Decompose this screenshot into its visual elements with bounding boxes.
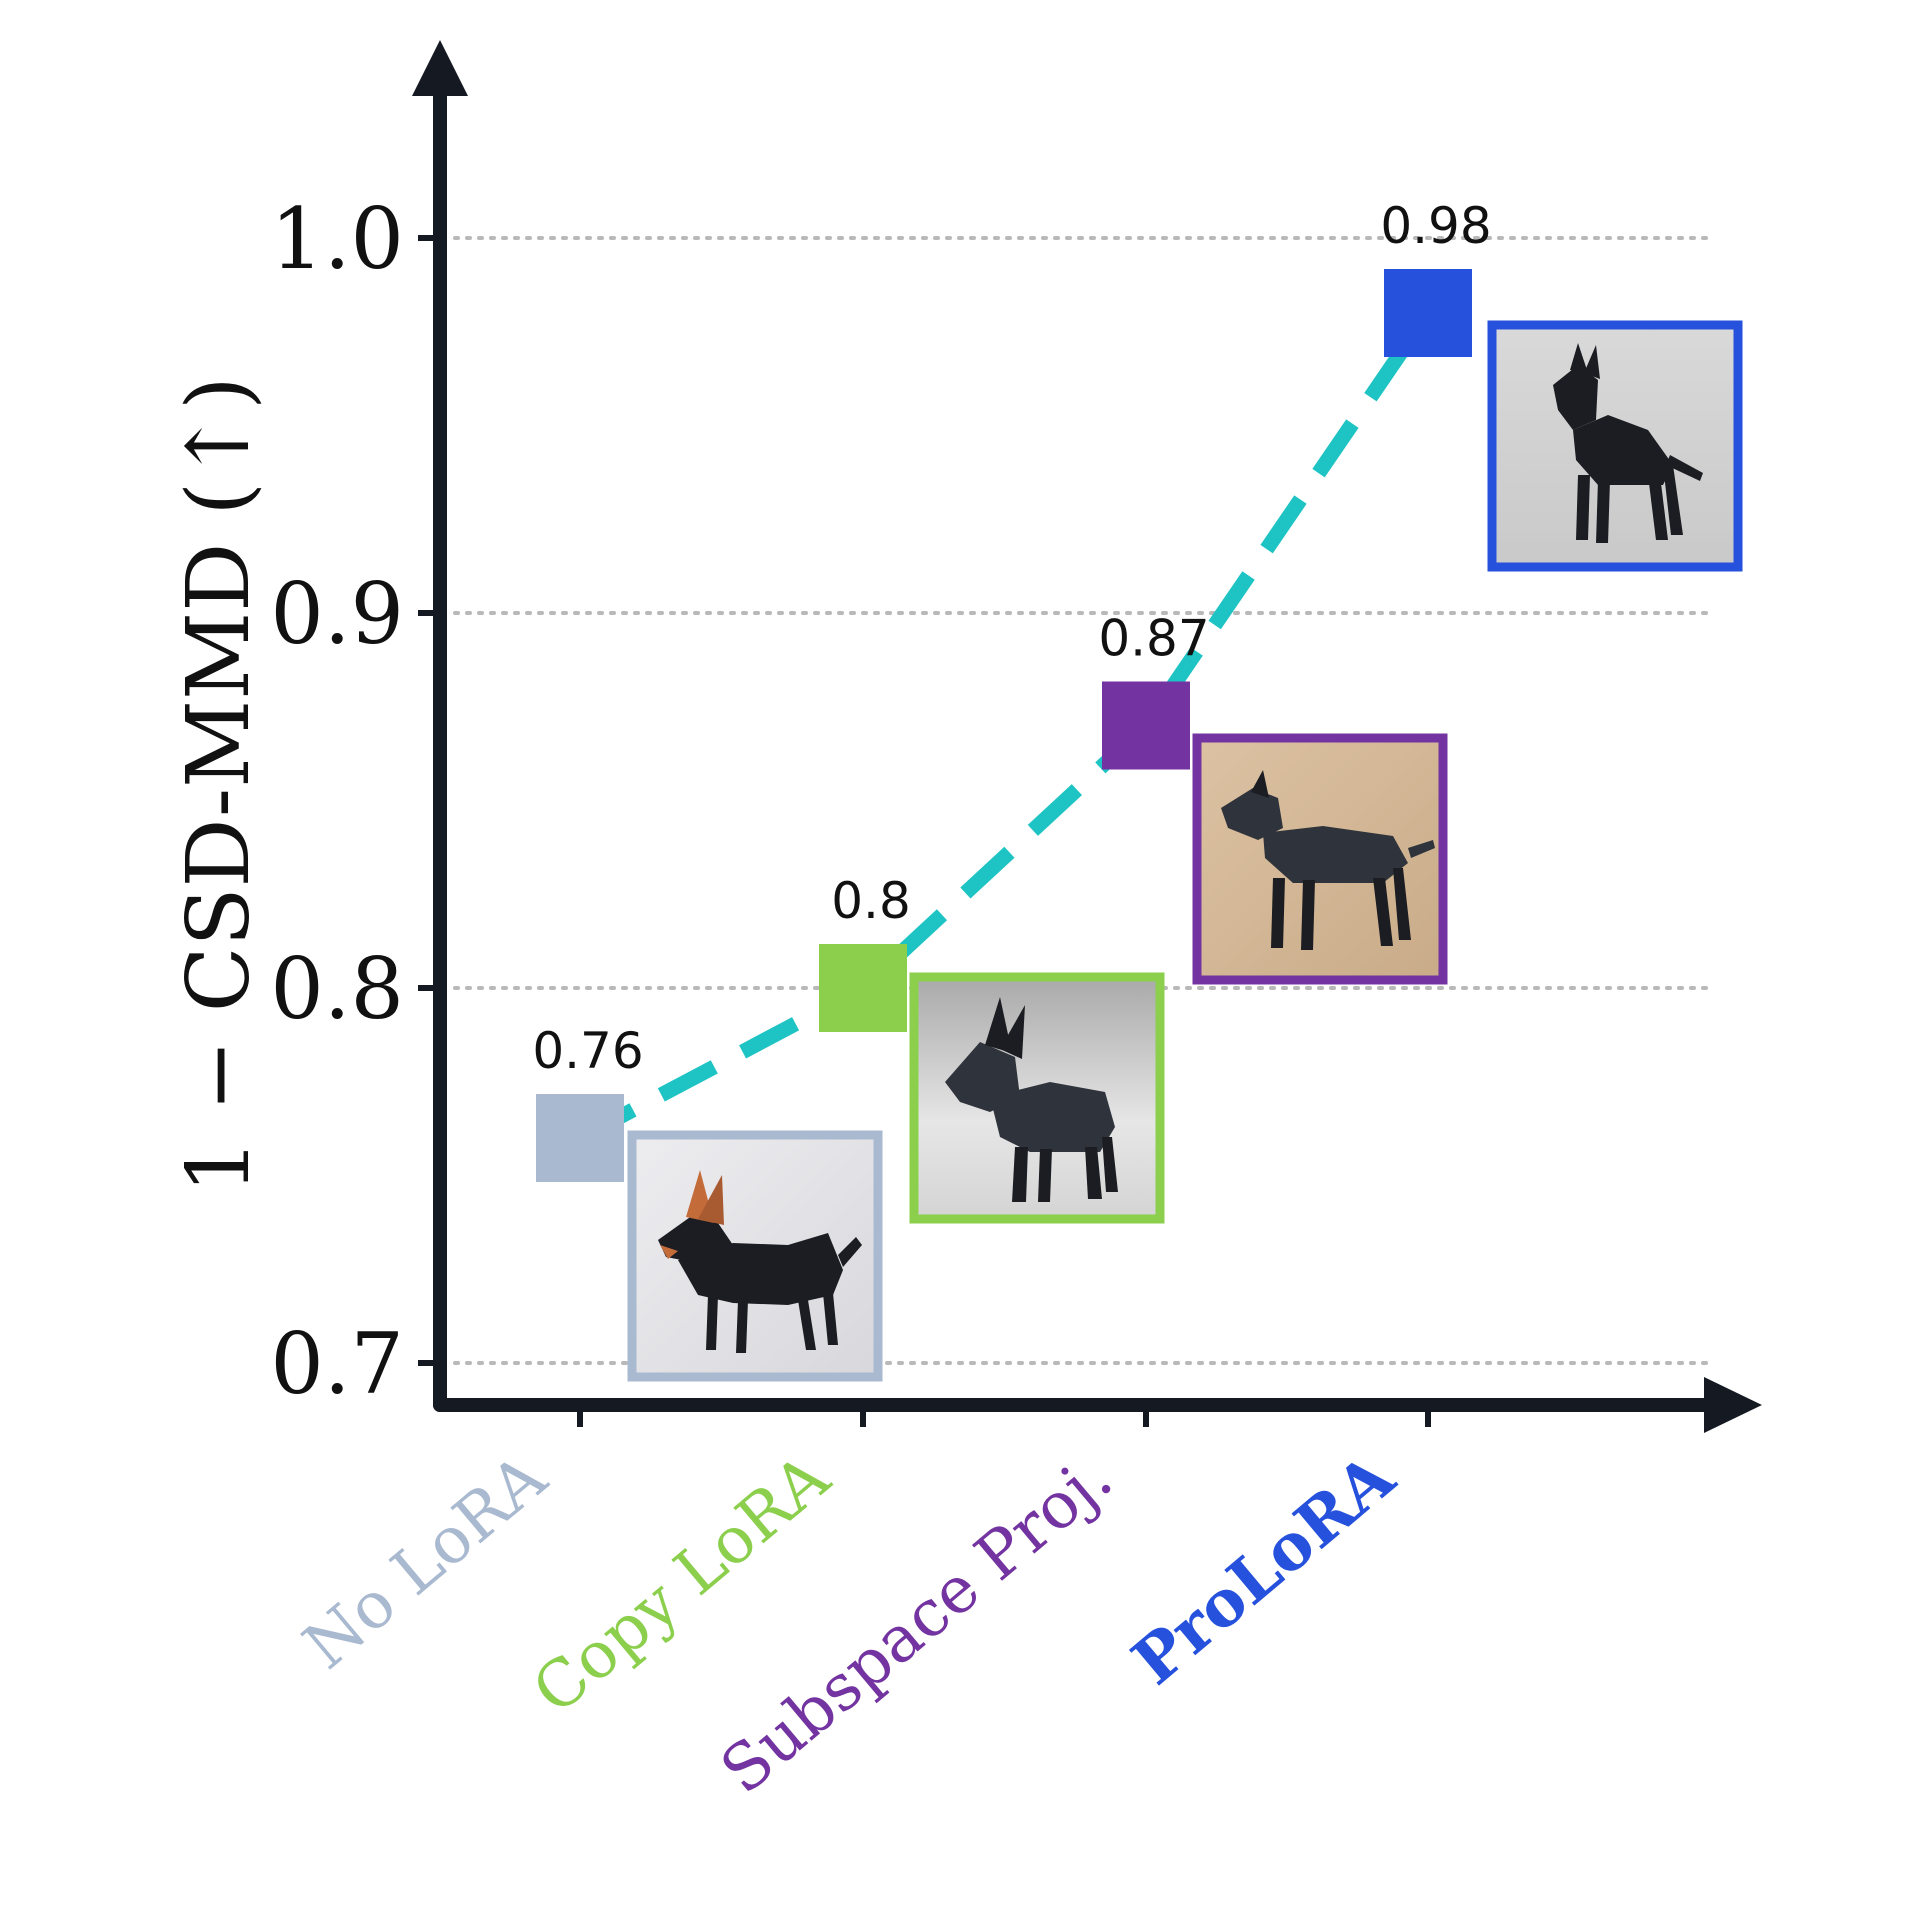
dog-tail xyxy=(1666,455,1703,481)
x-tick-label: ProLoRA xyxy=(1119,1439,1410,1700)
series-line-layer xyxy=(576,308,1435,1145)
dog-leg xyxy=(798,1300,816,1350)
dog-tail xyxy=(838,1237,862,1267)
data-label: 0.98 xyxy=(1380,197,1491,255)
dog-leg xyxy=(1301,880,1315,950)
dog-ear xyxy=(1251,770,1269,798)
dog-ear xyxy=(1584,345,1600,379)
dog-body xyxy=(1573,415,1673,485)
data-label: 0.8 xyxy=(831,872,911,930)
marker-2 xyxy=(819,944,907,1032)
thumbnail-4 xyxy=(1487,320,1743,572)
y-tick-label: 0.7 xyxy=(270,1315,404,1413)
y-axis-arrow xyxy=(412,40,468,96)
dog-leg xyxy=(1373,878,1393,946)
x-tick-label: No LoRA xyxy=(290,1440,561,1684)
dog-leg xyxy=(1576,475,1590,540)
y-axis-label: 1 − CSD-MMD (↑) xyxy=(169,376,269,1193)
dog-leg xyxy=(1085,1147,1102,1199)
thumbnail-2 xyxy=(909,972,1165,1224)
dog-ear xyxy=(1000,1005,1025,1059)
y-tick-label: 1.0 xyxy=(270,190,404,288)
series-line xyxy=(576,308,1435,1145)
dog-leg xyxy=(736,1300,748,1353)
dog-ear xyxy=(985,997,1012,1053)
dog-body xyxy=(1263,826,1408,883)
dog-ear xyxy=(698,1175,724,1225)
dog-illustration xyxy=(658,1170,862,1353)
axes xyxy=(412,40,1762,1433)
dog-leg xyxy=(1393,868,1411,940)
thumbnail-frame xyxy=(909,972,1165,1224)
x-axis-arrow xyxy=(1704,1377,1762,1433)
dog-head xyxy=(1553,365,1598,430)
dog-head xyxy=(658,1215,733,1265)
thumbnail-frame xyxy=(1487,320,1743,572)
dog-illustration xyxy=(1221,770,1435,950)
thumbnail-3 xyxy=(1192,733,1448,985)
markers xyxy=(536,269,1472,1182)
data-label: 0.76 xyxy=(532,1022,643,1080)
data-label: 0.87 xyxy=(1098,610,1209,668)
y-tick-label: 0.8 xyxy=(270,940,404,1038)
dog-illustration xyxy=(1553,343,1703,543)
marker-4 xyxy=(1384,269,1472,357)
thumbnail-frame xyxy=(627,1130,883,1382)
dog-body xyxy=(990,1082,1115,1152)
gridlines xyxy=(453,236,1710,1365)
dog-leg xyxy=(1102,1137,1118,1192)
thumbnails xyxy=(627,320,1743,1382)
dog-leg xyxy=(706,1295,718,1350)
dog-illustration xyxy=(945,997,1118,1202)
marker-3 xyxy=(1102,681,1190,770)
dog-leg xyxy=(1012,1147,1028,1202)
data-labels: 0.76 0.8 0.87 0.98 xyxy=(532,197,1491,1080)
dog-head xyxy=(1221,788,1283,840)
dog-leg xyxy=(1271,878,1285,948)
dog-leg xyxy=(1596,480,1610,543)
dog-leg xyxy=(1648,475,1668,540)
dog-leg xyxy=(1663,465,1683,535)
marker-1 xyxy=(536,1094,624,1182)
thumbnail-1 xyxy=(627,1130,883,1382)
dog-head xyxy=(945,1042,1020,1112)
y-tick-labels: 0.7 0.8 0.9 1.0 xyxy=(270,190,404,1413)
dog-tail xyxy=(1408,840,1435,858)
dog-muzzle xyxy=(660,1245,678,1259)
dog-leg xyxy=(1038,1149,1052,1202)
thumbnail-frame xyxy=(1192,733,1448,985)
y-tick-label: 0.9 xyxy=(270,565,404,663)
dog-leg xyxy=(823,1293,838,1345)
dog-ear xyxy=(1570,343,1588,373)
